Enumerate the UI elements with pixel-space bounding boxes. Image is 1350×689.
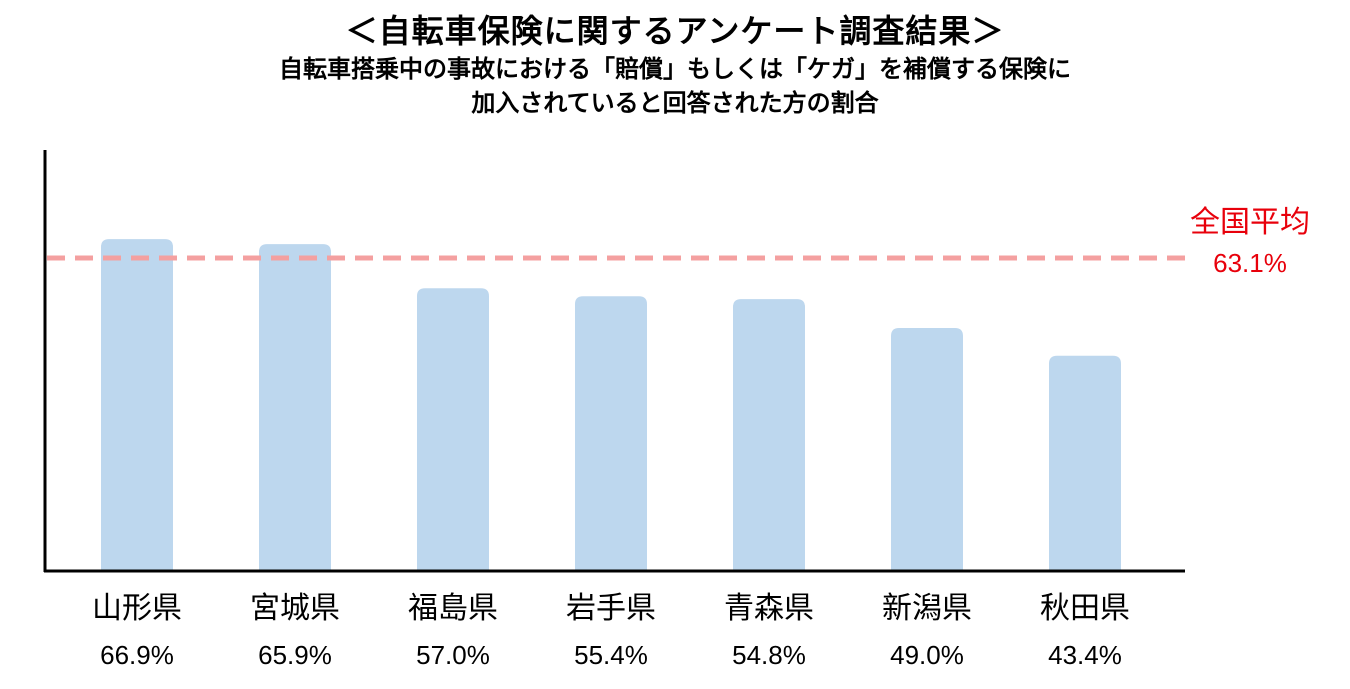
chart-subtitle-line-2: 加入されていると回答された方の割合 [471, 89, 879, 117]
bars-group [101, 239, 1121, 571]
category-label-4: 岩手県 [566, 591, 656, 626]
value-label-1: 66.9% [100, 640, 174, 670]
bar-2 [259, 244, 331, 571]
value-label-5: 54.8% [732, 640, 806, 670]
chart-title-block: ＜自転車保険に関するアンケート調査結果＞ 自転車搭乗中の事故における「賠償」もし… [0, 10, 1350, 120]
category-label-7: 秋田県 [1040, 591, 1130, 626]
national-average-value: 63.1% [1213, 248, 1287, 278]
bar-5 [733, 299, 805, 571]
category-label-2: 宮城県 [250, 591, 340, 626]
bar-1 [101, 239, 173, 571]
chart-subtitle-line-1: 自転車搭乗中の事故における「賠償」もしくは「ケガ」を補償する保険に [279, 55, 1071, 83]
category-label-3: 福島県 [408, 591, 498, 626]
bar-7 [1049, 355, 1121, 571]
chart-title: ＜自転車保険に関するアンケート調査結果＞ [345, 12, 1005, 50]
value-label-3: 57.0% [416, 640, 490, 670]
category-label-1: 山形県 [92, 591, 182, 626]
labels-group: 山形県 66.9% 宮城県 65.9% 福島県 57.0% 岩手県 55.4% 青森県 54.8%… [92, 591, 1130, 670]
national-average-label: 全国平均 [1190, 205, 1310, 240]
bar-4 [575, 296, 647, 571]
bar-6 [891, 327, 963, 571]
value-label-4: 55.4% [574, 640, 648, 670]
value-label-6: 49.0% [890, 640, 964, 670]
value-label-7: 43.4% [1048, 640, 1122, 670]
value-label-2: 65.9% [258, 640, 332, 670]
bar-3 [417, 288, 489, 571]
category-label-6: 新潟県 [882, 591, 972, 626]
category-label-5: 青森県 [724, 591, 814, 626]
